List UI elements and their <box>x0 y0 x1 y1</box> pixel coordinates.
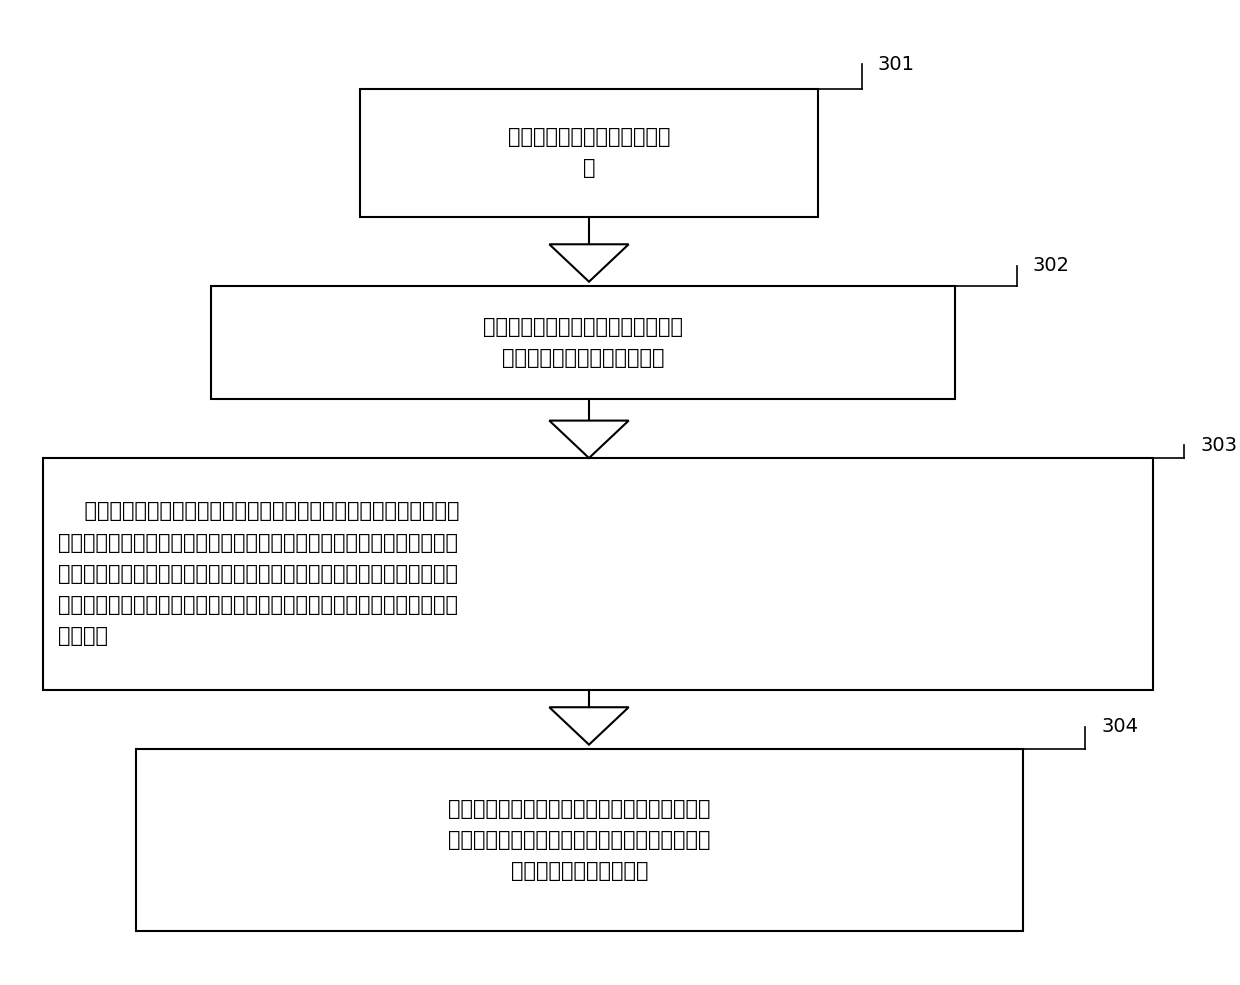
Text: 302: 302 <box>1033 256 1070 276</box>
FancyBboxPatch shape <box>360 89 818 217</box>
FancyBboxPatch shape <box>43 458 1153 690</box>
Text: 304: 304 <box>1101 717 1138 737</box>
Text: 对所述预测输出图像进行分割选取，
得到有效连通体和候选连通体: 对所述预测输出图像进行分割选取， 得到有效连通体和候选连通体 <box>482 317 683 367</box>
Text: 301: 301 <box>878 54 915 74</box>
Text: 获取冠脉分割体的预测输出图
像: 获取冠脉分割体的预测输出图 像 <box>507 127 671 178</box>
FancyBboxPatch shape <box>136 749 1023 931</box>
Text: 303: 303 <box>1200 435 1238 455</box>
Polygon shape <box>549 707 629 745</box>
FancyBboxPatch shape <box>211 286 955 399</box>
Text: 分别生成对应所述有效连通体和候选连通体的有效中心线和候选中心
线；选取所述有效中心线和候选中心线的端点，分别作为有效端点和候选
端点；在所述候选端点中选取所述有: 分别生成对应所述有效连通体和候选连通体的有效中心线和候选中心 线；选取所述有效中… <box>58 501 460 646</box>
Polygon shape <box>549 421 629 458</box>
Polygon shape <box>549 244 629 282</box>
Text: 若经分析确定所述有效连通体和候选连通体可连
接，则执行对应的连接操作，以实现对所述预测
输出图像的分割断裂修复: 若经分析确定所述有效连通体和候选连通体可连 接，则执行对应的连接操作，以实现对所… <box>449 799 711 881</box>
